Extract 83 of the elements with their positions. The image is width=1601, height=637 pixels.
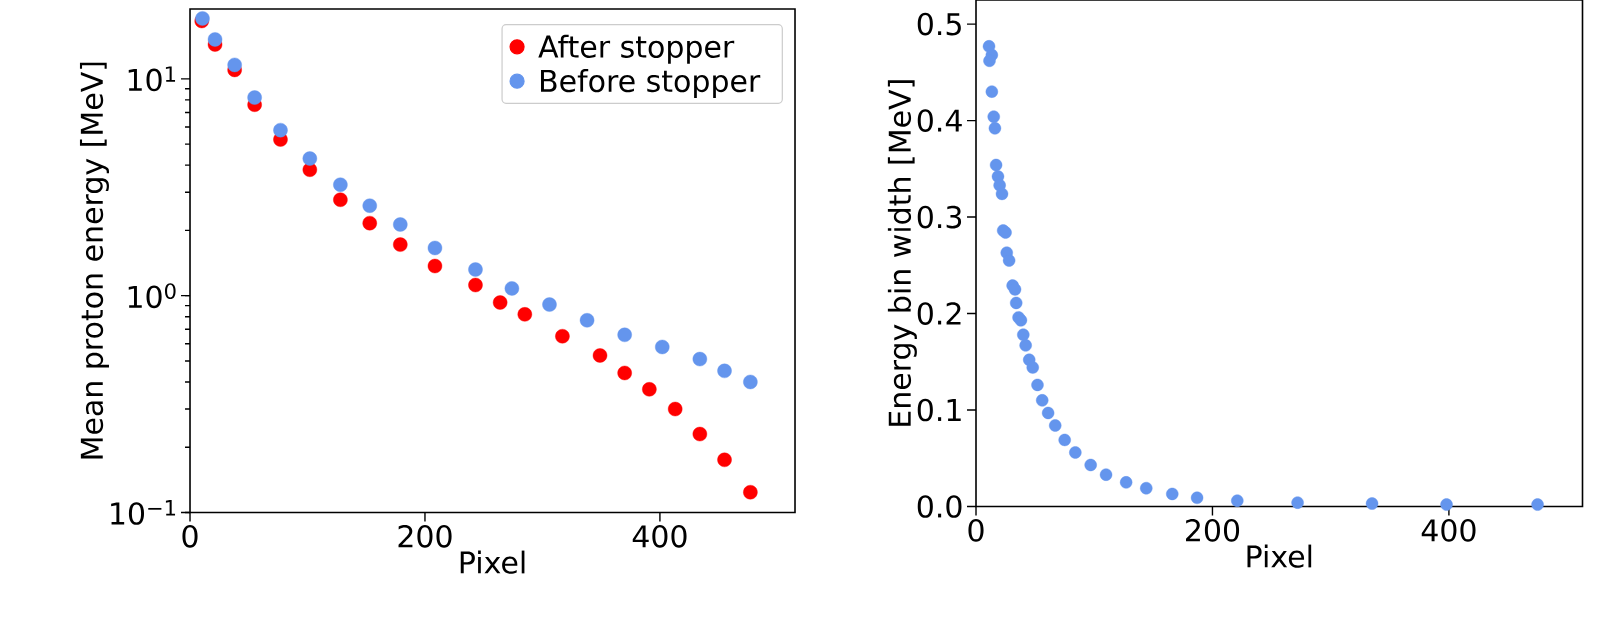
- y-tick-label: 0.3: [917, 205, 962, 229]
- point: [1017, 328, 1030, 341]
- point: [227, 57, 242, 73]
- point: [555, 329, 570, 344]
- point: [987, 110, 1000, 123]
- point: [302, 151, 318, 166]
- y-tick-label: 0.5: [917, 12, 961, 36]
- x-tick-label: 200: [398, 524, 452, 548]
- point: [504, 281, 520, 296]
- y-tick-label: 0.4: [917, 109, 962, 132]
- point: [1531, 498, 1544, 511]
- point: [1026, 361, 1039, 374]
- legend-label: Before stopper: [541, 68, 761, 99]
- x-tick-label: 0: [182, 524, 198, 548]
- y-axis-title: Mean proton energy [MeV]: [79, 62, 109, 459]
- x-tick-label: 200: [1186, 519, 1240, 542]
- point: [1031, 378, 1044, 392]
- point: [1084, 458, 1097, 472]
- x-axis-title: Pixel: [1247, 544, 1312, 568]
- y-tick-label: 10$^{1}$: [128, 66, 176, 92]
- point: [985, 85, 999, 98]
- point: [1002, 254, 1016, 267]
- point: [247, 90, 262, 105]
- point: [1365, 497, 1379, 510]
- point: [1291, 496, 1304, 509]
- point: [1049, 419, 1062, 432]
- point: [1058, 433, 1071, 447]
- point: [1008, 283, 1022, 296]
- point: [617, 327, 632, 343]
- point: [517, 307, 533, 322]
- y-tick-label: 10$^{0}$: [128, 283, 176, 309]
- x-tick-label: 400: [1421, 519, 1476, 542]
- point: [542, 297, 557, 312]
- point: [692, 351, 708, 367]
- point: [1190, 491, 1204, 504]
- point: [1166, 487, 1179, 501]
- y-tick-label: 10$^{−1}$: [111, 500, 176, 525]
- point: [393, 217, 408, 232]
- point: [743, 485, 758, 500]
- point: [642, 382, 657, 397]
- point: [655, 339, 670, 355]
- point: [492, 295, 508, 310]
- point: [393, 237, 408, 252]
- point: [1019, 339, 1032, 352]
- point: [207, 32, 223, 47]
- point: [1140, 481, 1153, 495]
- point: [579, 313, 595, 328]
- point: [1099, 468, 1113, 481]
- point: [1069, 446, 1082, 459]
- point: [1010, 296, 1023, 310]
- x-tick-label: 0: [968, 519, 984, 542]
- point: [468, 262, 483, 277]
- point: [273, 122, 288, 138]
- point: [717, 452, 732, 467]
- point: [1231, 494, 1244, 507]
- point: [667, 401, 683, 417]
- y-axis-title: Energy bin width [MeV]: [887, 80, 917, 426]
- point: [592, 348, 608, 363]
- point: [468, 277, 483, 293]
- point: [995, 187, 1009, 201]
- point: [1036, 394, 1049, 407]
- point: [988, 122, 1002, 135]
- point: [717, 363, 732, 379]
- point: [983, 54, 996, 67]
- point: [362, 198, 377, 213]
- point: [617, 365, 632, 381]
- x-axis-title: Pixel: [460, 550, 525, 574]
- point: [333, 192, 348, 207]
- legend-label: After stopper: [538, 34, 735, 64]
- x-tick-label: 400: [632, 524, 687, 548]
- point: [1440, 498, 1453, 511]
- point: [427, 240, 443, 256]
- y-tick-label: 0.2: [917, 302, 961, 325]
- point: [333, 177, 348, 192]
- point: [989, 158, 1003, 172]
- point: [1041, 406, 1055, 420]
- point: [1119, 476, 1133, 489]
- point: [427, 258, 443, 274]
- point: [362, 215, 377, 231]
- y-tick-label: 0.0: [917, 495, 962, 518]
- y-tick-label: 0.1: [917, 398, 961, 422]
- point: [743, 374, 758, 390]
- point: [692, 426, 708, 442]
